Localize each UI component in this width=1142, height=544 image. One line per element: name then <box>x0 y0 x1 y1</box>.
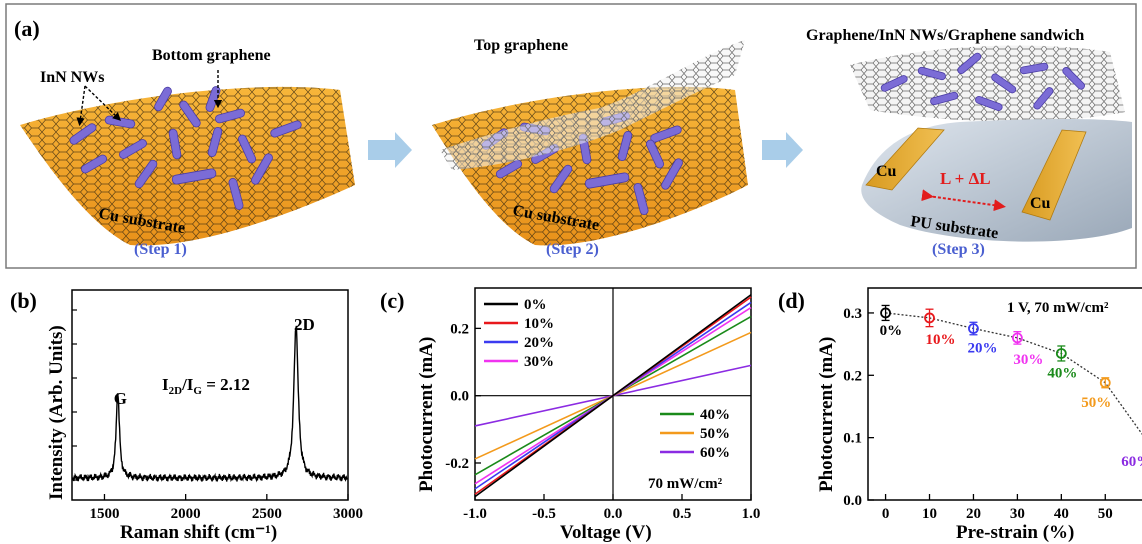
panel-d-ylabel: Photocurrent (mA) <box>816 337 837 492</box>
panel-d-axes <box>867 287 1142 501</box>
legend-label: 20% <box>524 335 554 351</box>
x-tick-label: -0.5 <box>532 506 556 522</box>
x-tick-label: 0.5 <box>673 506 692 522</box>
panel-b-label: (b) <box>10 288 37 313</box>
point-label: 20% <box>967 341 997 357</box>
y-tick-label: 0.3 <box>843 306 862 322</box>
legend-label: 30% <box>524 354 554 370</box>
point-label: 60% <box>1121 454 1142 470</box>
panel-b-xlabel: Raman shift (cm⁻¹) <box>120 522 277 543</box>
top-graphene-sheet <box>440 40 745 170</box>
x-tick-label: 20 <box>966 506 981 522</box>
panel-c-xlabel: Voltage (V) <box>560 522 652 543</box>
panel-c-label: (c) <box>380 288 404 313</box>
data-point <box>1011 332 1023 344</box>
x-tick-label: 0 <box>882 506 890 522</box>
peak-label-g: G <box>114 389 127 408</box>
step3-illustration <box>850 45 1132 242</box>
step3-label: (Step 3) <box>932 241 985 258</box>
cu-electrode-right <box>1021 129 1087 221</box>
legend-label: 50% <box>700 426 730 442</box>
x-tick-label: 2500 <box>252 506 282 522</box>
x-tick-label: 50 <box>1098 506 1113 522</box>
data-point <box>1055 348 1067 359</box>
innws-label: InN NWs <box>40 69 104 86</box>
x-tick-label: 30 <box>1010 506 1025 522</box>
x-tick-label: -1.0 <box>463 506 487 522</box>
length-arrow <box>921 189 1006 212</box>
panel-b-ylabel: Intensity (Arb. Units) <box>46 325 67 500</box>
cu-left-label: Cu <box>876 163 897 180</box>
panel-a-label: (a) <box>14 16 40 41</box>
panel-d-condition-note: 1 V, 70 mW/cm² <box>1007 300 1109 316</box>
cu-electrode-left <box>865 127 945 191</box>
step2-illustration <box>432 40 748 246</box>
panel-a: (a) <box>5 3 1137 269</box>
panel-d-xlabel: Pre-strain (%) <box>956 522 1074 543</box>
y-tick-label: 0.0 <box>843 493 862 509</box>
step-arrow-1 <box>368 132 412 168</box>
panel-b-axes <box>71 289 349 501</box>
panel-d-ticks: 01020304050600.00.10.20.3 <box>843 306 1142 522</box>
point-label: 10% <box>926 332 956 348</box>
top-graphene-label: Top graphene <box>474 37 568 54</box>
x-tick-label: 1500 <box>89 506 119 522</box>
length-label: L + ΔL <box>940 169 991 188</box>
x-tick-label: 10 <box>922 506 937 522</box>
bottom-graphene-1 <box>20 86 355 246</box>
step1-label: (Step 1) <box>134 241 187 258</box>
raman-spectrum-line <box>72 325 348 483</box>
x-tick-label: 0.0 <box>604 506 623 522</box>
panel-d-label: (d) <box>778 288 805 313</box>
legend-label: 60% <box>700 445 730 461</box>
peak-label-2d: 2D <box>294 315 315 334</box>
panel-b: (b) 1500 2000 2500 3000 G 2D I2D/IG = 2.12 … <box>10 288 363 543</box>
nanowires-3 <box>880 52 1085 111</box>
legend-label: 40% <box>700 407 730 423</box>
panel-c-legend: 0% 10% 20% 30% 40% 50% 60% <box>484 297 730 461</box>
panel-c-ticks: -1.0 -0.5 0.0 0.5 1.0 -0.2 0.0 0.2 <box>445 288 760 522</box>
nanowires-1 <box>69 86 302 210</box>
legend-label: 0% <box>524 297 547 313</box>
x-tick-label: 3000 <box>333 506 363 522</box>
x-tick-label: 1.0 <box>742 506 761 522</box>
panel-c-intensity-note: 70 mW/cm² <box>648 476 723 492</box>
cu-right-label: Cu <box>1030 195 1051 212</box>
panel-d: (d) 01020304050600.00.10.20.3 0%10%20%30… <box>778 287 1142 543</box>
legend-label: 10% <box>524 316 554 332</box>
y-tick-label: 0.2 <box>450 321 469 337</box>
panel-b-ticks: 1500 2000 2500 3000 <box>72 309 363 522</box>
point-label: 40% <box>1047 365 1077 381</box>
y-tick-label: 0.1 <box>843 431 862 447</box>
data-point <box>968 323 979 334</box>
graphene-sandwich-top <box>850 45 1125 122</box>
x-tick-label: 2000 <box>171 506 201 522</box>
y-tick-label: 0.0 <box>450 389 469 405</box>
point-label: 50% <box>1081 395 1111 411</box>
step1-illustration <box>20 70 355 246</box>
panel-c-series <box>474 294 752 498</box>
sandwich-title: Graphene/InN NWs/Graphene sandwich <box>806 27 1084 44</box>
panel-c-ylabel: Photocurrent (mA) <box>416 337 437 492</box>
bottom-graphene-label: Bottom graphene <box>152 47 271 64</box>
panel-d-points: 0% 10% 20% 30%40%50% 60% <box>880 304 1142 470</box>
step-arrow-2 <box>762 132 803 168</box>
point-label: 30% <box>1013 352 1043 368</box>
data-point <box>1099 377 1111 389</box>
x-tick-label: 40 <box>1054 506 1069 522</box>
y-tick-label: -0.2 <box>445 456 469 472</box>
data-point <box>924 312 935 324</box>
panel-c: (c) -1.0 -0.5 0.0 0.5 1.0 -0.2 0.0 0.2 0% 10% 20%… <box>380 287 760 543</box>
data-point <box>880 307 891 319</box>
y-tick-label: 0.2 <box>843 368 862 384</box>
intensity-ratio-annotation: I2D/IG = 2.12 <box>162 375 250 397</box>
iv-line-0pct <box>474 294 752 498</box>
step2-label: (Step 2) <box>546 241 599 258</box>
point-label: 0% <box>880 323 903 339</box>
